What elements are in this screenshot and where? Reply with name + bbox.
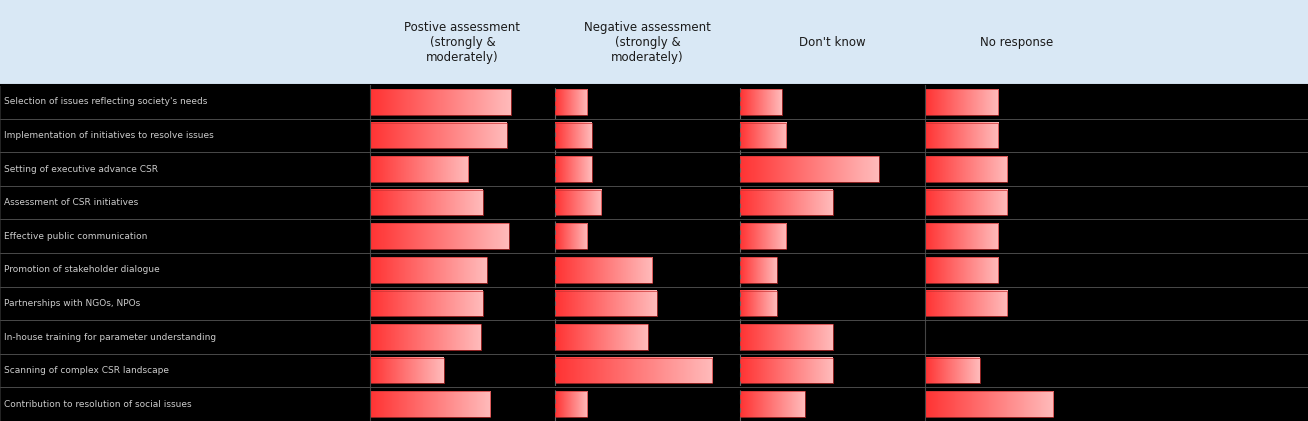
Bar xyxy=(555,224,587,249)
Bar xyxy=(740,392,804,417)
Text: Partnerships with NGOs, NPOs: Partnerships with NGOs, NPOs xyxy=(4,299,140,308)
Bar xyxy=(555,89,587,115)
Bar xyxy=(0,186,1308,219)
Bar xyxy=(0,219,1308,253)
Bar xyxy=(740,224,786,249)
Bar xyxy=(0,85,1308,119)
Bar xyxy=(370,156,468,182)
Bar xyxy=(0,354,1308,387)
Bar xyxy=(0,287,1308,320)
Bar xyxy=(370,257,487,282)
Bar xyxy=(0,119,1308,152)
Bar xyxy=(555,123,593,148)
Text: Don't know: Don't know xyxy=(799,36,866,49)
Text: Promotion of stakeholder dialogue: Promotion of stakeholder dialogue xyxy=(4,265,160,274)
Bar xyxy=(740,190,832,216)
Text: No response: No response xyxy=(980,36,1053,49)
Bar xyxy=(370,358,443,384)
Text: In-house training for parameter understanding: In-house training for parameter understa… xyxy=(4,333,216,341)
Bar xyxy=(0,253,1308,287)
Bar xyxy=(370,123,508,148)
Text: Effective public communication: Effective public communication xyxy=(4,232,148,241)
Bar xyxy=(740,123,786,148)
Bar xyxy=(925,156,1007,182)
Text: Scanning of complex CSR landscape: Scanning of complex CSR landscape xyxy=(4,366,169,375)
Bar xyxy=(555,257,653,282)
Bar xyxy=(555,358,713,384)
Bar xyxy=(740,89,782,115)
Bar xyxy=(925,290,1007,316)
Text: Negative assessment
(strongly &
moderately): Negative assessment (strongly & moderate… xyxy=(585,21,712,64)
Bar xyxy=(0,320,1308,354)
Bar xyxy=(370,324,481,350)
Bar xyxy=(740,290,777,316)
Bar xyxy=(925,358,980,384)
Text: Selection of issues reflecting society's needs: Selection of issues reflecting society's… xyxy=(4,97,208,106)
Bar xyxy=(925,89,998,115)
Bar xyxy=(740,324,832,350)
Bar xyxy=(0,152,1308,186)
Text: Assessment of CSR initiatives: Assessment of CSR initiatives xyxy=(4,198,139,207)
Bar xyxy=(925,123,998,148)
Bar xyxy=(555,290,657,316)
Bar xyxy=(370,89,510,115)
Bar xyxy=(555,392,587,417)
Bar xyxy=(370,190,483,216)
Bar xyxy=(555,324,647,350)
Bar xyxy=(555,190,602,216)
Bar xyxy=(370,224,509,249)
Bar xyxy=(925,190,1007,216)
Bar xyxy=(925,257,998,282)
Bar xyxy=(740,257,777,282)
Bar xyxy=(740,358,832,384)
Bar xyxy=(925,392,1053,417)
Bar xyxy=(0,387,1308,421)
Text: Implementation of initiatives to resolve issues: Implementation of initiatives to resolve… xyxy=(4,131,213,140)
Text: Setting of executive advance CSR: Setting of executive advance CSR xyxy=(4,165,158,173)
Bar xyxy=(370,290,483,316)
Text: Contribution to resolution of social issues: Contribution to resolution of social iss… xyxy=(4,400,192,409)
Bar xyxy=(740,156,879,182)
Bar xyxy=(925,224,998,249)
Bar xyxy=(370,392,490,417)
Text: Postive assessment
(strongly &
moderately): Postive assessment (strongly & moderatel… xyxy=(404,21,521,64)
Bar xyxy=(555,156,593,182)
Bar xyxy=(0,0,1308,85)
